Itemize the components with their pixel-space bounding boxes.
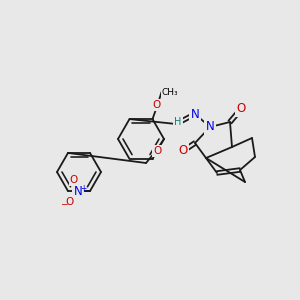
Text: N: N [206, 121, 214, 134]
Text: O: O [153, 146, 161, 156]
Text: N: N [74, 184, 82, 198]
Text: N: N [190, 107, 200, 121]
Text: O: O [152, 100, 160, 110]
Text: O: O [178, 145, 188, 158]
Text: O: O [70, 175, 78, 185]
Text: H: H [174, 117, 182, 127]
Text: O: O [236, 103, 246, 116]
Text: O: O [66, 197, 74, 207]
Text: CH₃: CH₃ [161, 88, 178, 97]
Text: +: + [80, 184, 86, 193]
Text: −: − [60, 200, 68, 208]
